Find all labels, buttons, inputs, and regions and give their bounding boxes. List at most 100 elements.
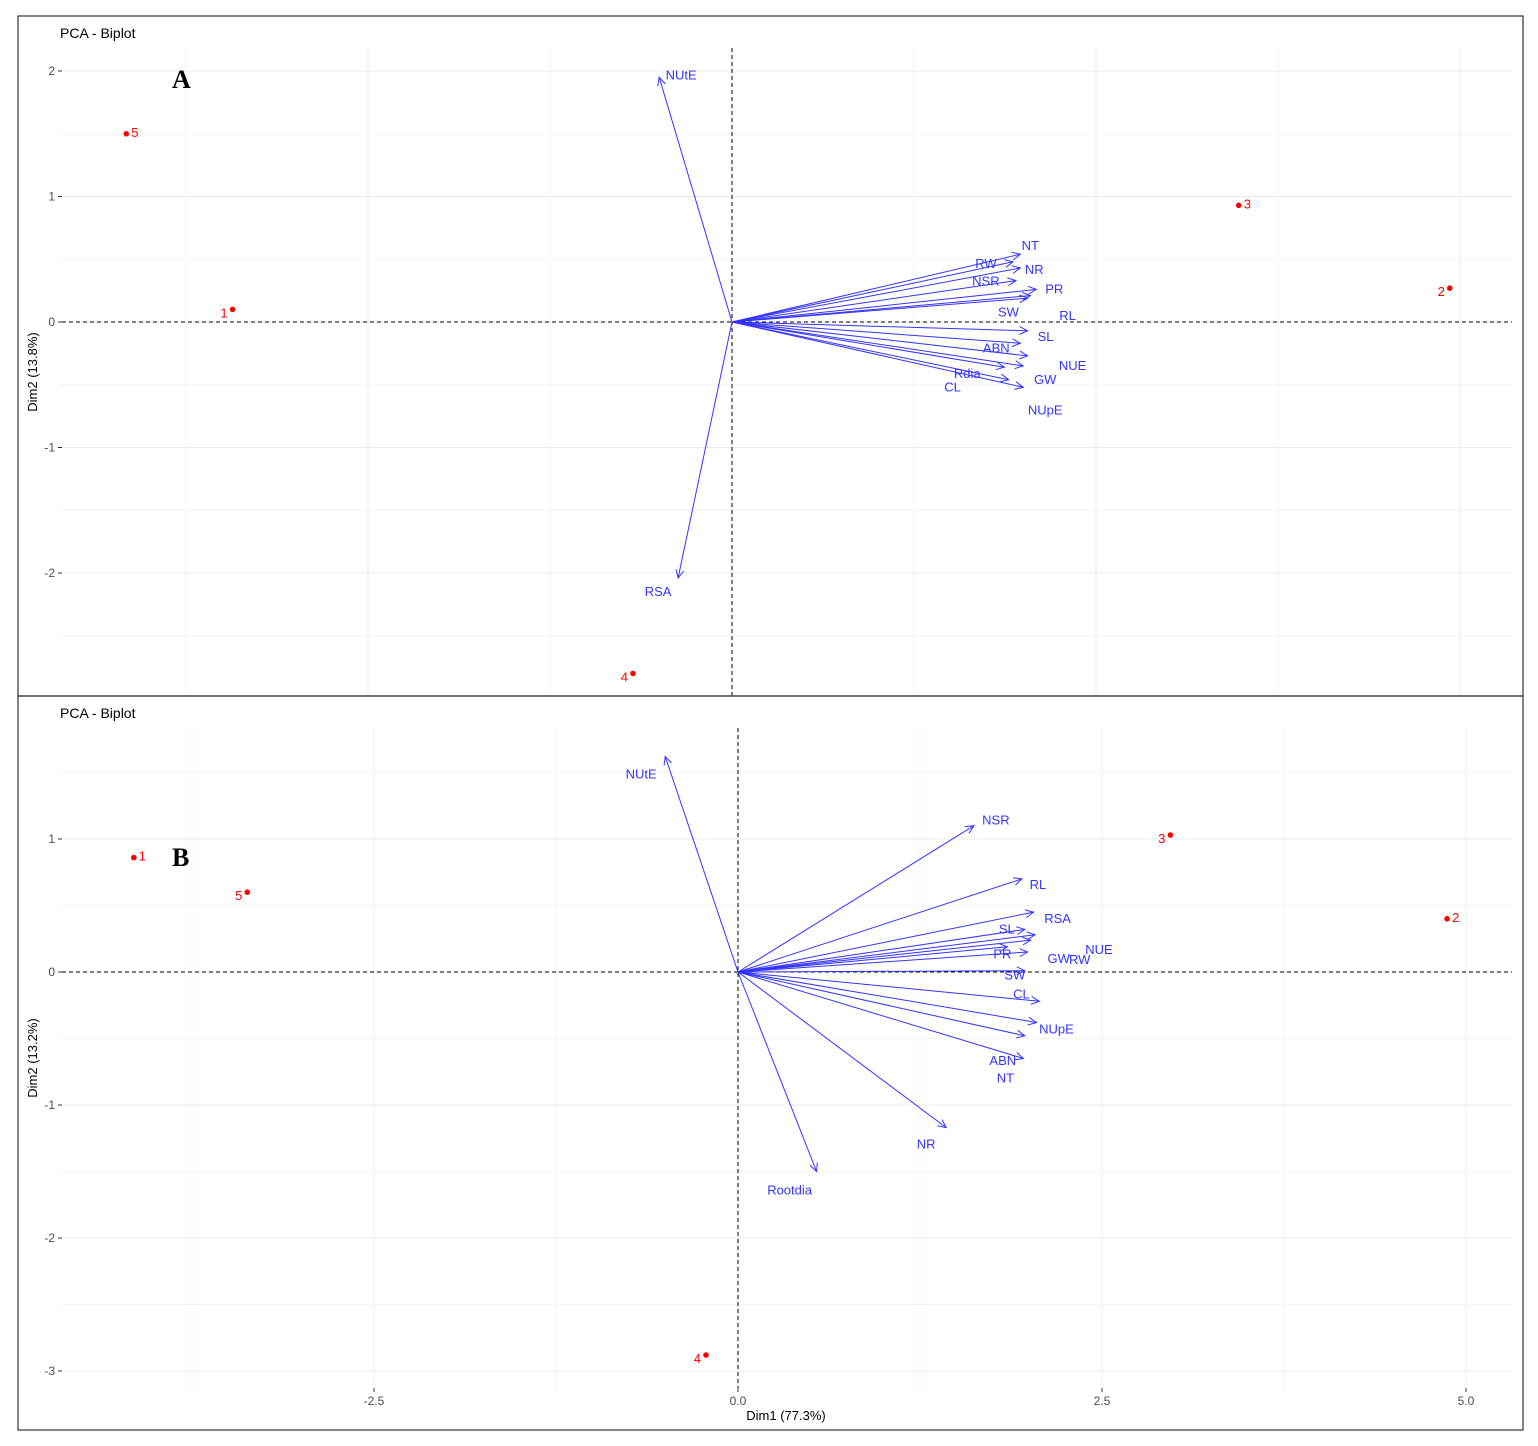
individual-point-1: 1 bbox=[131, 849, 146, 864]
variable-label: CL bbox=[944, 380, 961, 395]
variable-label: NUpE bbox=[1039, 1022, 1074, 1037]
variable-arrow-nute: NUtE bbox=[626, 755, 739, 973]
point-label: 1 bbox=[220, 305, 227, 320]
variable-label: ABN bbox=[989, 1053, 1016, 1068]
variable-arrow-nue: NUE bbox=[731, 321, 1087, 373]
variable-arrow-nute: NUtE bbox=[657, 67, 733, 323]
variable-label: GW bbox=[1034, 372, 1057, 387]
variable-label: NUtE bbox=[666, 67, 697, 82]
variable-label: SL bbox=[1038, 329, 1054, 344]
individual-point-5: 5 bbox=[235, 888, 251, 903]
variable-label: Rootdia bbox=[767, 1183, 813, 1198]
y-tick-label: -2 bbox=[44, 1231, 55, 1245]
variable-label: RSA bbox=[1044, 911, 1071, 926]
variable-label: NT bbox=[997, 1071, 1014, 1086]
variable-label: SL bbox=[999, 921, 1015, 936]
individual-point-4: 4 bbox=[694, 1351, 709, 1366]
variable-arrow-gw: GW bbox=[731, 321, 1057, 387]
variable-arrow-rl: RL bbox=[731, 294, 1076, 323]
panel-border bbox=[17, 15, 1524, 697]
variable-arrow-pr: PR bbox=[731, 281, 1063, 323]
y-tick-label: -3 bbox=[44, 1364, 55, 1378]
variable-arrow-rootdia: Rootdia bbox=[737, 971, 818, 1198]
variable-label: RL bbox=[1030, 877, 1047, 892]
variable-arrow-cl: CL bbox=[731, 321, 1010, 395]
variable-arrow-nr: NR bbox=[731, 262, 1044, 323]
variable-arrow-nupe: NUpE bbox=[737, 971, 1074, 1037]
variable-label: NUE bbox=[1059, 358, 1087, 373]
variable-arrow-abn: ABN bbox=[737, 971, 1026, 1068]
point-label: 4 bbox=[621, 669, 628, 684]
point-marker bbox=[703, 1352, 709, 1358]
point-marker bbox=[229, 306, 236, 313]
point-marker bbox=[1235, 202, 1242, 209]
individual-point-4: 4 bbox=[621, 669, 636, 684]
variable-label: PR bbox=[1045, 281, 1063, 296]
y-tick-label: 2 bbox=[48, 64, 55, 78]
variable-arrow-pr: PR bbox=[737, 943, 1011, 973]
variable-arrow-nr: NR bbox=[737, 971, 948, 1152]
variable-arrow-sl: SL bbox=[731, 321, 1054, 344]
individual-points: 1 2 3 4 5 bbox=[123, 125, 1453, 684]
point-marker bbox=[1444, 916, 1450, 922]
variable-arrow-sl: SL bbox=[737, 921, 1026, 973]
individual-point-3: 3 bbox=[1235, 196, 1251, 211]
variable-label: NUE bbox=[1085, 942, 1113, 957]
variable-label: RW bbox=[1069, 952, 1091, 967]
variable-label: RSA bbox=[645, 584, 672, 599]
variable-label: RL bbox=[1059, 308, 1076, 323]
variable-arrow-nsr: NSR bbox=[731, 274, 1018, 323]
x-tick-label: -2.5 bbox=[364, 1394, 385, 1408]
x-tick-label: 0.0 bbox=[730, 1394, 747, 1408]
y-axis-title: Dim2 (13.8%) bbox=[25, 332, 40, 411]
point-marker bbox=[244, 889, 251, 895]
variable-arrows: NUtE NSR RL RSA SL NUE GW PR RW SW CL NUpE ABN NT NR Ro… bbox=[626, 755, 1113, 1198]
point-marker bbox=[1167, 832, 1174, 838]
y-tick-label: -2 bbox=[44, 566, 55, 580]
variable-label: CL bbox=[1013, 986, 1030, 1001]
variable-arrow-sw: SW bbox=[731, 292, 1032, 323]
point-label: 4 bbox=[694, 1351, 701, 1366]
panel-b: -3 -2 -1 0 1 -2.5 0.0 2.5 5.0 NUtE NSR RL RSA SL NUE GW… bbox=[17, 695, 1524, 1431]
point-marker bbox=[123, 131, 130, 137]
variable-arrow-cl: CL bbox=[737, 971, 1041, 1005]
variable-label: NUtE bbox=[626, 767, 657, 782]
variable-label: SW bbox=[998, 305, 1020, 320]
variable-arrow-nt: NT bbox=[731, 238, 1039, 323]
variable-label: RW bbox=[975, 256, 997, 271]
point-label: 2 bbox=[1438, 284, 1445, 299]
y-axis-title: Dim2 (13.2%) bbox=[25, 1018, 40, 1097]
variable-arrow-nupe: NUpE bbox=[731, 321, 1063, 417]
x-axis-title: Dim1 (77.3%) bbox=[746, 1408, 825, 1423]
point-label: 5 bbox=[131, 125, 138, 140]
y-tick-label: 1 bbox=[48, 832, 55, 846]
variable-arrow-rsa: RSA bbox=[737, 909, 1071, 973]
individual-point-1: 1 bbox=[220, 305, 236, 320]
x-tick-label: 2.5 bbox=[1094, 1394, 1111, 1408]
grid bbox=[62, 48, 1512, 696]
individual-point-2: 2 bbox=[1438, 284, 1453, 299]
variable-arrow-nue: NUE bbox=[737, 931, 1113, 973]
point-label: 2 bbox=[1452, 910, 1459, 925]
variable-arrow-gw: GW bbox=[737, 936, 1071, 973]
y-tick-label: 0 bbox=[48, 965, 55, 979]
panel-letter: B bbox=[172, 843, 189, 872]
plot-title: PCA - Biplot bbox=[60, 705, 136, 721]
point-label: 3 bbox=[1158, 831, 1165, 846]
variable-label: NSR bbox=[972, 274, 999, 289]
individual-point-5: 5 bbox=[123, 125, 139, 140]
variable-arrow-sw: SW bbox=[737, 966, 1026, 983]
individual-point-3: 3 bbox=[1158, 831, 1174, 846]
variable-label: NUpE bbox=[1028, 402, 1063, 417]
variable-label: NR bbox=[1025, 262, 1044, 277]
y-tick-label: 1 bbox=[48, 190, 55, 204]
point-label: 1 bbox=[139, 849, 146, 864]
grid bbox=[62, 728, 1512, 1388]
y-tick-label: -1 bbox=[44, 1098, 55, 1112]
variable-arrow-nsr: NSR bbox=[737, 813, 1010, 973]
variable-label: NT bbox=[1022, 238, 1039, 253]
variable-label: GW bbox=[1048, 951, 1071, 966]
individual-points: 1 2 3 4 5 bbox=[131, 831, 1459, 1366]
